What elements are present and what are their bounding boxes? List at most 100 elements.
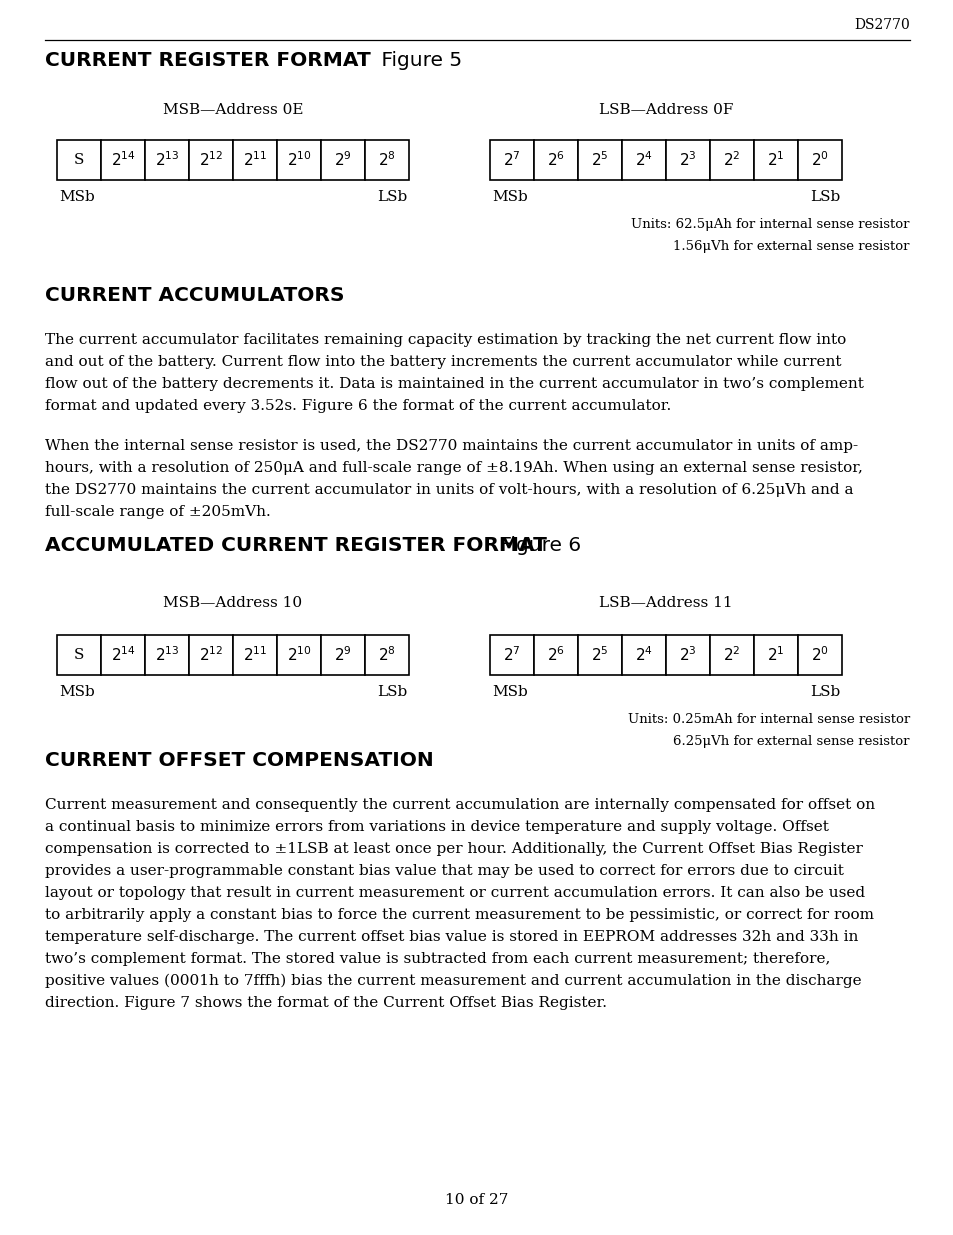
- Text: $2^{14}$: $2^{14}$: [111, 151, 135, 169]
- Text: compensation is corrected to ±1LSB at least once per hour. Additionally, the Cur: compensation is corrected to ±1LSB at le…: [45, 842, 862, 856]
- Text: $2^{5}$: $2^{5}$: [591, 151, 608, 169]
- Bar: [665, 140, 709, 180]
- Text: ACCUMULATED CURRENT REGISTER FORMAT: ACCUMULATED CURRENT REGISTER FORMAT: [45, 536, 546, 555]
- Bar: [578, 140, 621, 180]
- Text: CURRENT ACCUMULATORS: CURRENT ACCUMULATORS: [45, 287, 344, 305]
- Text: $2^{5}$: $2^{5}$: [591, 646, 608, 664]
- Text: positive values (0001h to 7fffh) bias the current measurement and current accumu: positive values (0001h to 7fffh) bias th…: [45, 974, 861, 988]
- Text: $2^{1}$: $2^{1}$: [766, 646, 784, 664]
- Text: two’s complement format. The stored value is subtracted from each current measur: two’s complement format. The stored valu…: [45, 952, 829, 966]
- Bar: [490, 140, 534, 180]
- Text: $2^{0}$: $2^{0}$: [810, 646, 828, 664]
- Bar: [320, 635, 365, 676]
- Text: the DS2770 maintains the current accumulator in units of volt-hours, with a reso: the DS2770 maintains the current accumul…: [45, 483, 853, 496]
- Text: CURRENT REGISTER FORMAT: CURRENT REGISTER FORMAT: [45, 51, 371, 70]
- Bar: [709, 140, 753, 180]
- Text: Units: 0.25mAh for internal sense resistor: Units: 0.25mAh for internal sense resist…: [627, 713, 909, 726]
- Text: $2^{7}$: $2^{7}$: [502, 151, 520, 169]
- Bar: [145, 140, 189, 180]
- Text: CURRENT OFFSET COMPENSATION: CURRENT OFFSET COMPENSATION: [45, 751, 434, 769]
- Text: provides a user-programmable constant bias value that may be used to correct for: provides a user-programmable constant bi…: [45, 864, 843, 878]
- Text: layout or topology that result in current measurement or current accumulation er: layout or topology that result in curren…: [45, 885, 864, 900]
- Text: $2^{4}$: $2^{4}$: [635, 151, 652, 169]
- Text: to arbitrarily apply a constant bias to force the current measurement to be pess: to arbitrarily apply a constant bias to …: [45, 908, 873, 923]
- Text: 10 of 27: 10 of 27: [445, 1193, 508, 1207]
- Bar: [57, 635, 101, 676]
- Text: format and updated every 3.52s. Figure 6 the format of the current accumulator.: format and updated every 3.52s. Figure 6…: [45, 399, 671, 412]
- Text: Units: 62.5μAh for internal sense resistor: Units: 62.5μAh for internal sense resist…: [631, 219, 909, 231]
- Text: $2^{13}$: $2^{13}$: [154, 646, 179, 664]
- Text: a continual basis to minimize errors from variations in device temperature and s: a continual basis to minimize errors fro…: [45, 820, 828, 834]
- Text: $2^{10}$: $2^{10}$: [286, 646, 311, 664]
- Bar: [320, 140, 365, 180]
- Bar: [101, 140, 145, 180]
- Text: $2^{4}$: $2^{4}$: [635, 646, 652, 664]
- Bar: [797, 140, 841, 180]
- Bar: [797, 635, 841, 676]
- Text: $2^{6}$: $2^{6}$: [546, 646, 564, 664]
- Bar: [621, 635, 665, 676]
- Text: and out of the battery. Current flow into the battery increments the current acc: and out of the battery. Current flow int…: [45, 354, 841, 369]
- Text: $2^{6}$: $2^{6}$: [546, 151, 564, 169]
- Text: Figure 5: Figure 5: [375, 51, 461, 70]
- Text: S: S: [73, 648, 84, 662]
- Text: full-scale range of ±205mVh.: full-scale range of ±205mVh.: [45, 505, 271, 519]
- Text: $2^{0}$: $2^{0}$: [810, 151, 828, 169]
- Bar: [490, 635, 534, 676]
- Bar: [578, 635, 621, 676]
- Text: DS2770: DS2770: [853, 19, 909, 32]
- Text: MSB—Address 10: MSB—Address 10: [163, 597, 302, 610]
- Text: The current accumulator facilitates remaining capacity estimation by tracking th: The current accumulator facilitates rema…: [45, 333, 845, 347]
- Text: $2^{8}$: $2^{8}$: [377, 151, 395, 169]
- Text: $2^{10}$: $2^{10}$: [286, 151, 311, 169]
- Text: $2^{11}$: $2^{11}$: [243, 646, 267, 664]
- Bar: [753, 140, 797, 180]
- Bar: [189, 635, 233, 676]
- Text: $2^{11}$: $2^{11}$: [243, 151, 267, 169]
- Bar: [189, 140, 233, 180]
- Text: $2^{3}$: $2^{3}$: [679, 151, 696, 169]
- Text: $2^{8}$: $2^{8}$: [377, 646, 395, 664]
- Bar: [709, 635, 753, 676]
- Bar: [621, 140, 665, 180]
- Bar: [276, 635, 320, 676]
- Text: $2^{7}$: $2^{7}$: [502, 646, 520, 664]
- Text: $2^{14}$: $2^{14}$: [111, 646, 135, 664]
- Bar: [365, 140, 409, 180]
- Bar: [365, 635, 409, 676]
- Text: When the internal sense resistor is used, the DS2770 maintains the current accum: When the internal sense resistor is used…: [45, 438, 858, 453]
- Text: $2^{12}$: $2^{12}$: [198, 646, 223, 664]
- Bar: [145, 635, 189, 676]
- Text: $2^{1}$: $2^{1}$: [766, 151, 784, 169]
- Text: direction. Figure 7 shows the format of the Current Offset Bias Register.: direction. Figure 7 shows the format of …: [45, 995, 606, 1010]
- Text: MSb: MSb: [59, 685, 94, 699]
- Bar: [534, 140, 578, 180]
- Text: 6.25μVh for external sense resistor: 6.25μVh for external sense resistor: [673, 735, 909, 748]
- Bar: [753, 635, 797, 676]
- Bar: [276, 140, 320, 180]
- Text: S: S: [73, 153, 84, 167]
- Text: $2^{2}$: $2^{2}$: [722, 646, 740, 664]
- Bar: [233, 635, 276, 676]
- Text: $2^{13}$: $2^{13}$: [154, 151, 179, 169]
- Text: hours, with a resolution of 250μA and full-scale range of ±8.19Ah. When using an: hours, with a resolution of 250μA and fu…: [45, 461, 862, 475]
- Text: MSb: MSb: [59, 190, 94, 204]
- Text: MSb: MSb: [492, 190, 527, 204]
- Text: $2^{12}$: $2^{12}$: [198, 151, 223, 169]
- Text: MSb: MSb: [492, 685, 527, 699]
- Text: MSB—Address 0E: MSB—Address 0E: [163, 103, 303, 117]
- Text: Figure 6: Figure 6: [494, 536, 580, 555]
- Text: $2^{2}$: $2^{2}$: [722, 151, 740, 169]
- Bar: [101, 635, 145, 676]
- Text: LSB—Address 0F: LSB—Address 0F: [598, 103, 733, 117]
- Text: $2^{9}$: $2^{9}$: [334, 646, 352, 664]
- Bar: [665, 635, 709, 676]
- Bar: [534, 635, 578, 676]
- Text: flow out of the battery decrements it. Data is maintained in the current accumul: flow out of the battery decrements it. D…: [45, 377, 863, 391]
- Text: LSb: LSb: [376, 190, 407, 204]
- Text: Current measurement and consequently the current accumulation are internally com: Current measurement and consequently the…: [45, 798, 874, 811]
- Text: temperature self-discharge. The current offset bias value is stored in EEPROM ad: temperature self-discharge. The current …: [45, 930, 858, 944]
- Text: 1.56μVh for external sense resistor: 1.56μVh for external sense resistor: [673, 240, 909, 253]
- Text: LSb: LSb: [809, 685, 840, 699]
- Text: LSb: LSb: [809, 190, 840, 204]
